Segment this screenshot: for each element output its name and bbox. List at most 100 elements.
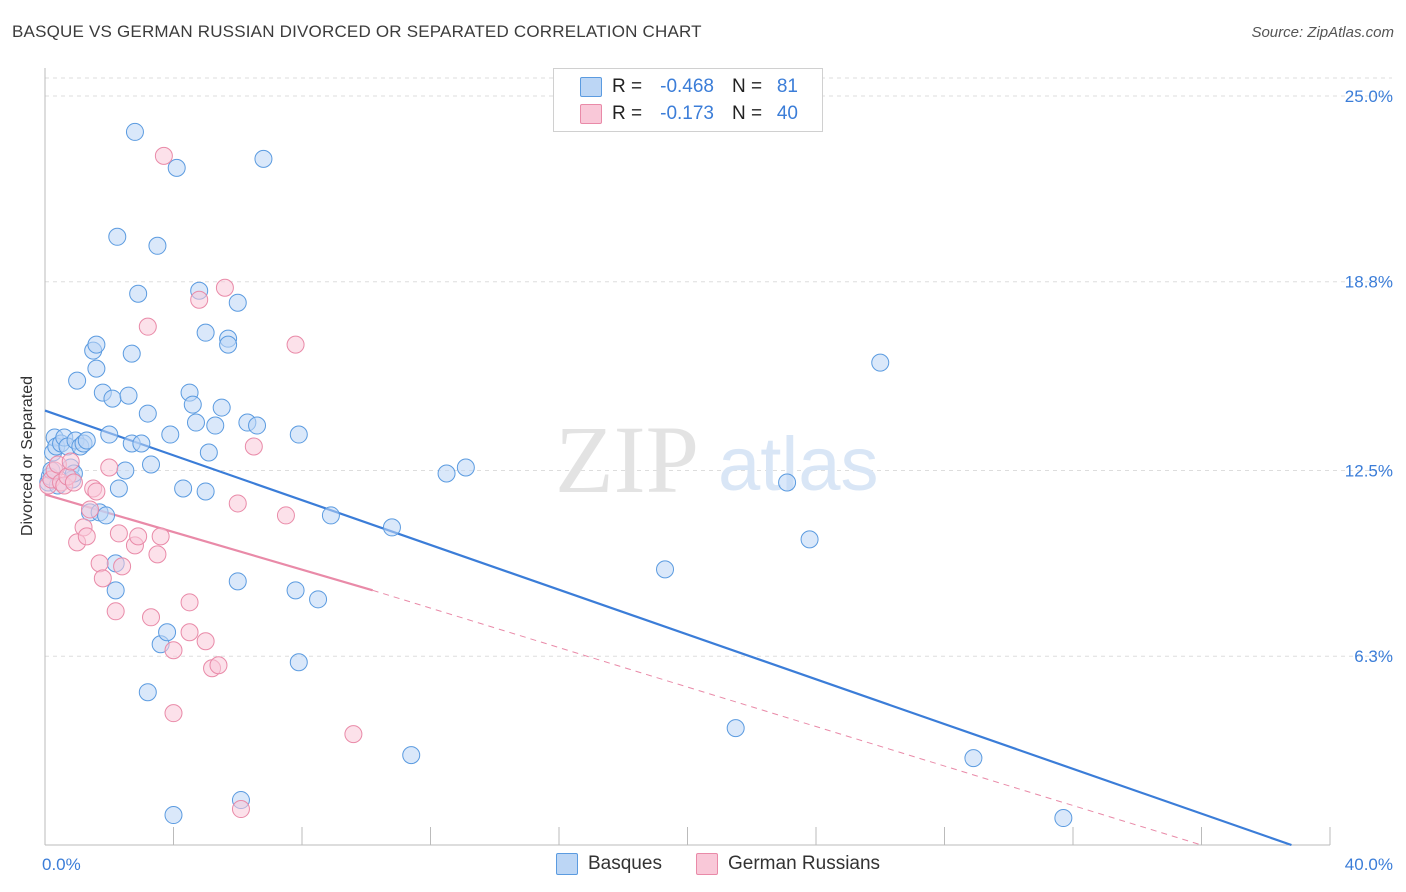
basques-point [174,479,193,498]
basques-point [129,284,148,303]
german-russians-point [215,278,234,297]
basques-point [161,425,180,444]
basques-point [103,389,122,408]
y-tick-label: 18.8% [1345,273,1393,292]
n-label: N = [732,103,763,124]
basques-point [167,158,186,177]
n-value: 81 [776,76,798,97]
german-russians-point [77,527,96,546]
german-russians-point [276,506,295,525]
german-russians-point [148,545,167,564]
basques-point [456,458,475,477]
german-russians-point [180,593,199,612]
german-russians-point [106,602,125,621]
basques-point [228,572,247,591]
german-russians-point [93,569,112,588]
basques-point [212,398,231,417]
basques-point [248,416,267,435]
german-russians-point [87,482,106,501]
watermark: ZIP atlas [555,406,879,513]
basques-point [778,473,797,492]
german-russians-trendline [372,589,1202,846]
y-tick-label: 12.5% [1345,461,1393,480]
x-tick-label: 40.0% [1345,855,1393,874]
basques-point [964,749,983,768]
german-russians-swatch [580,104,602,124]
stats-row-basques: R = -0.468 N = 81 [554,74,822,100]
y-tick-label: 6.3% [1354,647,1393,666]
grid-lines [45,77,1392,657]
basques-legend-swatch [556,853,578,875]
german-russians-point [80,500,99,519]
german-russians-point [129,527,148,546]
r-value: -0.468 [660,76,714,97]
german-russians-point [180,623,199,642]
basques-point [219,335,238,354]
german-russians-point [138,317,157,336]
basques-point [87,359,106,378]
german-russians-point [64,473,83,492]
basques-point [109,479,128,498]
tick-labels: 6.3% 12.5% 18.8% 25.0% 0.0% 40.0% [42,87,1393,874]
n-value: 40 [776,103,798,124]
basques-point [119,386,138,405]
basques-point [108,227,127,246]
r-label: R = [612,103,643,124]
basques-point [106,581,125,600]
r-value: -0.173 [660,103,714,124]
watermark-atlas: atlas [718,422,879,507]
data-points [39,122,1073,828]
basques-point [206,416,225,435]
basques-point [142,455,161,474]
german-russians-point [196,632,215,651]
basques-swatch [580,77,602,97]
basques-point [800,530,819,549]
german-russians-point [286,335,305,354]
basques-point [199,443,218,462]
german-russians-point [61,452,80,471]
basques-point [116,461,135,480]
basques-point [1054,809,1073,828]
german-russians-point [109,524,128,543]
basques-point [871,353,890,372]
r-label: R = [612,76,643,97]
basques-point [122,344,141,363]
german-russians-point [228,494,247,513]
basques-point [148,236,167,255]
basques-point [87,335,106,354]
basques-point [321,506,340,525]
german-russians-point [142,608,161,627]
german-russians-point [90,554,109,573]
basques-point [309,590,328,609]
german-russians-point [344,725,363,744]
basques-point [132,434,151,453]
german-russians-point [231,800,250,819]
basques-point [97,506,116,525]
chart-title: BASQUE VS GERMAN RUSSIAN DIVORCED OR SEP… [12,22,702,41]
basques-trendline [44,409,1292,847]
basques-point [382,518,401,537]
basques-point [228,293,247,312]
basques-point [125,122,144,141]
german-russians-point [190,290,209,309]
german-russians-legend-swatch [696,853,718,875]
basques-point [158,623,177,642]
stats-row-german-russians: R = -0.173 N = 40 [554,101,822,127]
german-russians-point [154,146,173,165]
basques-point [656,560,675,579]
chart-source: Source: ZipAtlas.com [1251,24,1394,41]
german-russians-point [100,458,119,477]
german-russians-point [164,641,183,660]
german-russians-point [209,656,228,675]
german-russians-point [113,557,132,576]
basques-point [183,395,202,414]
basques-point [186,413,205,432]
german-russians-point [151,527,170,546]
basques-point [726,719,745,738]
watermark-zip: ZIP [555,406,699,513]
basques-point [402,746,421,765]
basques-point [164,806,183,825]
legend-label: Basques [588,853,662,874]
basques-point [289,653,308,672]
